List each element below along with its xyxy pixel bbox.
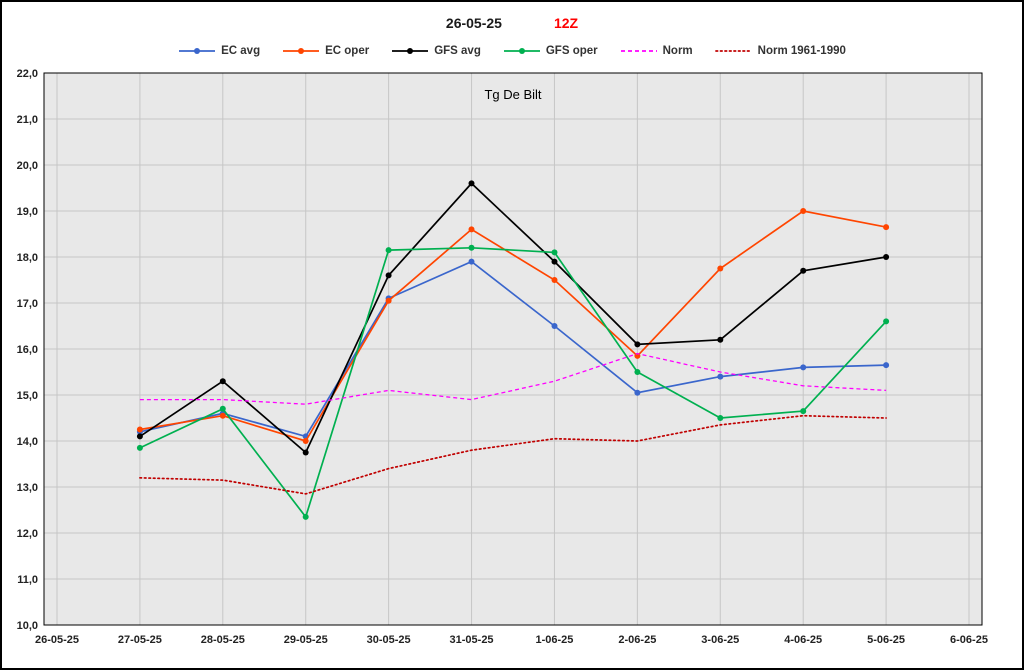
page-title: 26-05-25 (445, 15, 502, 31)
legend-label: GFS avg (434, 45, 481, 57)
y-tick-label: 14,0 (17, 436, 38, 448)
y-tick-label: 19,0 (17, 206, 38, 218)
series-marker-ec-oper (800, 208, 807, 214)
series-marker-gfs-avg (468, 180, 475, 187)
y-tick-label: 10,0 (17, 620, 38, 632)
series-marker-ec-oper (551, 277, 558, 283)
series-marker-ec-avg (883, 362, 890, 369)
series-marker-ec-oper (136, 426, 143, 433)
series-marker-gfs-avg (302, 449, 309, 456)
y-tick-label: 13,0 (17, 482, 38, 494)
series-line-gfs-oper (139, 246, 887, 519)
x-tick-label: 3-06-25 (701, 634, 739, 646)
series-marker-gfs-oper (136, 444, 143, 451)
series-marker-gfs-oper (219, 405, 226, 412)
series-line-ec-oper (139, 210, 887, 443)
series-marker-ec-oper (883, 224, 890, 231)
series-marker-gfs-avg (717, 336, 724, 343)
x-tick-label: 5-06-25 (867, 634, 905, 646)
legend-label: EC avg (221, 45, 261, 57)
legend-label: Norm 1961-1990 (757, 45, 846, 57)
x-tick-label: 31-05-25 (450, 634, 494, 646)
series-marker-ec-oper (468, 226, 475, 233)
x-tick-label: 6-06-25 (950, 634, 988, 646)
run-label: 12Z (553, 15, 579, 31)
chart-header: 26-05-25 12Z (2, 2, 1022, 31)
series-marker-gfs-avg (634, 341, 641, 348)
series-marker-ec-avg (800, 364, 807, 371)
legend-swatch-gfs-avg (392, 48, 429, 54)
series-marker-ec-oper (219, 412, 226, 419)
y-tick-label: 21,0 (17, 114, 38, 126)
x-tick-label: 28-05-25 (201, 634, 245, 646)
series-marker-ec-oper (302, 438, 309, 444)
legend: EC avg EC oper GFS avg GFS oper Norm Norm 196… (2, 45, 1022, 57)
series-marker-ec-avg (717, 373, 724, 380)
series-marker-gfs-oper (717, 415, 724, 421)
series-marker-ec-oper (717, 265, 724, 272)
legend-swatch-ec-oper (283, 48, 320, 54)
series-marker-gfs-avg (136, 433, 143, 440)
legend-swatch-norm (620, 50, 657, 52)
legend-label: Norm (662, 45, 693, 57)
x-tick-label: 27-05-25 (118, 634, 162, 646)
series-line-gfs-avg (139, 182, 887, 454)
series-marker-gfs-oper (883, 318, 890, 325)
series-marker-gfs-avg (551, 258, 558, 265)
series-marker-gfs-oper (551, 249, 558, 256)
y-tick-label: 22,0 (17, 68, 38, 80)
legend-item-norm-1961-1990: Norm 1961-1990 (714, 45, 846, 57)
series-marker-gfs-avg (385, 272, 392, 279)
chart-plot: 10,0 11,0 12,0 13,0 14,0 15,0 16,0 17,0 18,0 19,0… (17, 68, 988, 646)
x-tick-label: 26-05-25 (35, 634, 79, 646)
series-marker-ec-avg (551, 323, 558, 329)
chart-title: Tg De Bilt (484, 87, 541, 102)
x-tick-label: 29-05-25 (284, 634, 328, 646)
series-marker-gfs-avg (883, 254, 890, 260)
x-tick-label: 30-05-25 (367, 634, 411, 646)
legend-item-ec-oper: EC oper (282, 45, 369, 57)
x-tick-label: 4-06-25 (784, 634, 822, 646)
plot-border (43, 72, 983, 626)
y-tick-label: 18,0 (17, 252, 38, 264)
y-tick-label: 17,0 (17, 298, 38, 310)
series-marker-gfs-oper (800, 408, 807, 415)
legend-item-gfs-oper: GFS oper (503, 45, 598, 57)
series-marker-ec-avg (468, 258, 475, 265)
series-marker-ec-oper (385, 297, 392, 304)
legend-item-norm: Norm (620, 45, 693, 57)
series-marker-gfs-oper (302, 513, 309, 520)
legend-swatch-gfs-oper (503, 48, 540, 54)
series-marker-gfs-oper (385, 247, 392, 254)
legend-swatch-norm-1961-1990 (714, 50, 753, 52)
legend-swatch-ec-avg (179, 48, 216, 54)
y-tick-label: 20,0 (17, 160, 38, 172)
y-tick-label: 11,0 (17, 574, 38, 586)
legend-label: GFS oper (545, 45, 598, 57)
y-tick-label: 15,0 (17, 390, 38, 402)
series-line-norm (139, 352, 887, 405)
legend-item-gfs-avg: GFS avg (391, 45, 481, 57)
x-tick-label: 1-06-25 (535, 634, 573, 646)
legend-label: EC oper (325, 45, 370, 57)
y-tick-label: 16,0 (17, 344, 38, 356)
series-line-norm-1961-1990 (139, 414, 887, 495)
series-line-ec-avg (139, 260, 887, 438)
series-marker-gfs-oper (468, 244, 475, 251)
series-marker-gfs-avg (800, 267, 807, 274)
y-tick-label: 12,0 (17, 528, 38, 540)
legend-item-ec-avg: EC avg (178, 45, 260, 57)
series-marker-gfs-avg (219, 378, 226, 385)
x-tick-label: 2-06-25 (618, 634, 656, 646)
series-marker-gfs-oper (634, 369, 641, 375)
series-marker-ec-avg (634, 389, 641, 396)
